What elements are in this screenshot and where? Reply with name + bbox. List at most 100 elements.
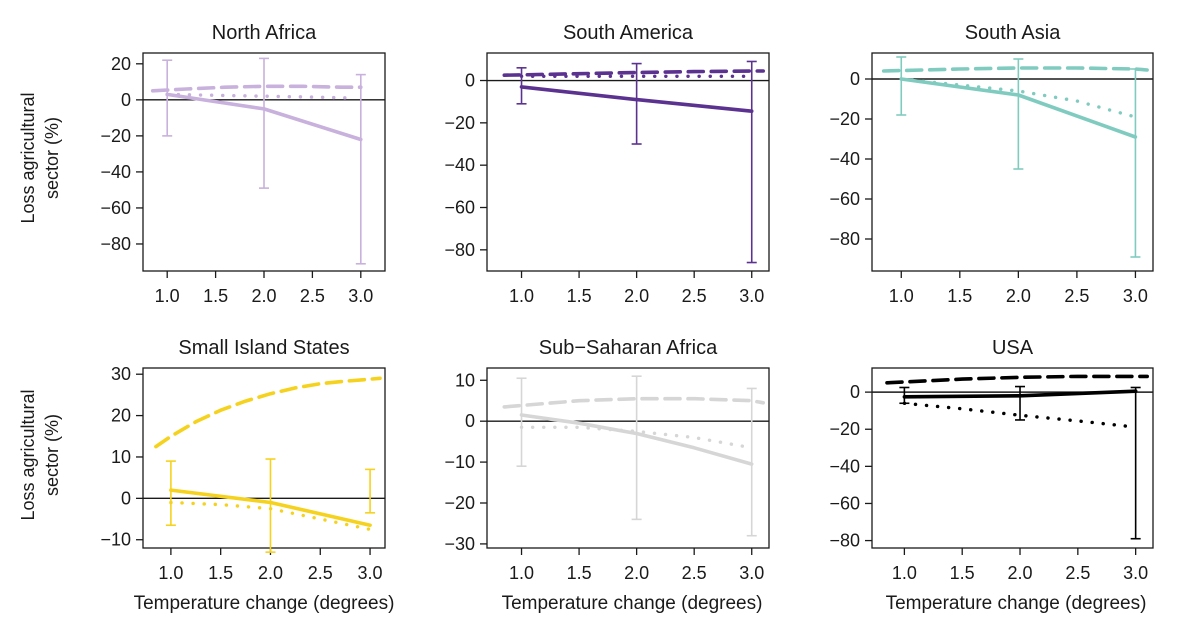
panels: North Africa −80 −60 −40 −20 0 20 1.0 1.5 2.0 2.5 3… — [100, 22, 1154, 583]
x-tick-label: 2.0 — [624, 286, 649, 306]
error-bar — [1130, 386, 1141, 540]
x-tick-label: 2.5 — [300, 286, 325, 306]
x-tick-label: 2.0 — [1006, 286, 1031, 306]
x-tick-label: 2.0 — [624, 563, 649, 583]
y-tick-label: −40 — [829, 456, 860, 476]
panel-title: South America — [563, 22, 694, 44]
x-axis-label-col-1: Temperature change (degrees) — [134, 593, 395, 614]
x-tick-label: 2.5 — [1065, 563, 1090, 583]
series-line-dashed — [150, 84, 363, 93]
error-bar — [631, 375, 642, 521]
plot-frame — [486, 367, 770, 549]
y-tick-label: 30 — [111, 364, 131, 384]
series-line-dashed — [502, 69, 766, 77]
x-tick-label: 2.5 — [1064, 286, 1089, 306]
y-tick-label: 20 — [111, 406, 131, 426]
error-bar — [746, 60, 757, 264]
panel-title: South Asia — [965, 22, 1062, 44]
y-tick-label: −20 — [829, 419, 860, 439]
y-tick-label: −30 — [444, 534, 475, 554]
chart-panel: Small Island States −10 0 10 20 30 1.0 1.5 2.0 2.… — [100, 337, 386, 583]
y-axis-label-line-2: sector (%) — [42, 117, 62, 199]
x-tick-label: 2.5 — [682, 563, 707, 583]
y-tick-label: −80 — [444, 240, 475, 260]
y-tick-label: −80 — [100, 234, 131, 254]
error-bar — [265, 458, 276, 553]
y-tick-label: −60 — [829, 189, 860, 209]
x-tick-label: 3.0 — [739, 286, 764, 306]
x-tick-label: 1.5 — [950, 563, 975, 583]
y-tick-label: 20 — [111, 54, 131, 74]
x-tick-label: 3.0 — [348, 286, 373, 306]
y-tick-label: 0 — [850, 382, 860, 402]
x-tick-label: 3.0 — [1123, 286, 1148, 306]
y-tick-label: −10 — [444, 452, 475, 472]
plot-frame — [871, 52, 1154, 272]
error-bar — [746, 387, 757, 537]
x-tick-label: 1.5 — [567, 286, 592, 306]
x-tick-label: 3.0 — [739, 563, 764, 583]
y-axis-label-line-2: sector (%) — [42, 414, 62, 496]
chart-panel: North Africa −80 −60 −40 −20 0 20 1.0 1.5 2.0 2.5 3… — [100, 22, 386, 306]
chart-panel: South America −80 −60 −40 −20 0 1.0 1.5 2.0 2.5 3.… — [444, 22, 770, 306]
x-tick-label: 1.0 — [155, 286, 180, 306]
y-tick-label: −60 — [829, 493, 860, 513]
series-line-dotted — [169, 500, 372, 532]
series-line-solid — [519, 413, 754, 466]
y-axis-label-line-1: Loss agricultural — [18, 389, 38, 520]
x-tick-label: 1.0 — [892, 563, 917, 583]
y-tick-label: −80 — [829, 229, 860, 249]
x-tick-label: 2.5 — [682, 286, 707, 306]
series-line-solid — [165, 92, 363, 142]
y-axis-label-line-1: Loss agricultural — [18, 92, 38, 223]
y-tick-label: 0 — [121, 90, 131, 110]
y-tick-label: 0 — [465, 411, 475, 431]
panel-title: Sub−Saharan Africa — [539, 337, 718, 359]
y-tick-label: 0 — [465, 71, 475, 91]
y-tick-label: 10 — [111, 447, 131, 467]
x-tick-label: 2.5 — [308, 563, 333, 583]
y-tick-label: −40 — [100, 162, 131, 182]
error-bar — [259, 57, 269, 189]
plot-frame — [142, 367, 386, 549]
error-bar — [365, 468, 376, 514]
y-tick-label: −20 — [444, 493, 475, 513]
series-line-dashed — [881, 66, 1149, 73]
error-bar — [165, 460, 176, 527]
error-bar — [1013, 58, 1024, 170]
error-bar — [631, 62, 642, 145]
y-tick-label: −60 — [444, 198, 475, 218]
plot-frame — [871, 367, 1154, 549]
error-bar — [896, 56, 907, 116]
y-axis-label-row-2: Loss agricultural sector (%) — [18, 389, 62, 520]
series-line-dashed — [885, 374, 1149, 385]
x-tick-label: 3.0 — [1123, 563, 1148, 583]
x-tick-label: 3.0 — [358, 563, 383, 583]
panel-title: USA — [992, 337, 1034, 359]
chart-panel: South Asia −80 −60 −40 −20 0 1.0 1.5 2.0 2.5 3.0 — [829, 22, 1154, 306]
series-line-dotted — [902, 401, 1132, 429]
y-tick-label: −10 — [100, 530, 131, 550]
error-bar — [162, 59, 173, 137]
x-axis-label-col-3: Temperature change (degrees) — [886, 593, 1147, 614]
y-tick-label: 0 — [121, 488, 131, 508]
x-tick-label: 1.0 — [509, 563, 534, 583]
y-tick-label: 0 — [850, 69, 860, 89]
y-tick-label: −60 — [100, 198, 131, 218]
x-tick-label: 1.5 — [208, 563, 233, 583]
error-bar — [1130, 68, 1141, 258]
x-tick-label: 2.0 — [1008, 563, 1033, 583]
chart-panel: USA −80 −60 −40 −20 0 1.0 1.5 2.0 2.5 3.0 — [829, 337, 1154, 583]
x-tick-label: 1.0 — [889, 286, 914, 306]
x-tick-label: 2.0 — [251, 286, 276, 306]
error-bar — [1015, 385, 1026, 421]
series-line-solid — [902, 389, 1138, 399]
series-line-dashed — [502, 396, 766, 409]
y-tick-label: −20 — [100, 126, 131, 146]
x-tick-label: 1.5 — [567, 563, 592, 583]
x-tick-label: 1.0 — [158, 563, 183, 583]
series-line-dotted — [165, 92, 353, 100]
error-bar — [355, 73, 366, 265]
y-tick-label: −40 — [829, 149, 860, 169]
